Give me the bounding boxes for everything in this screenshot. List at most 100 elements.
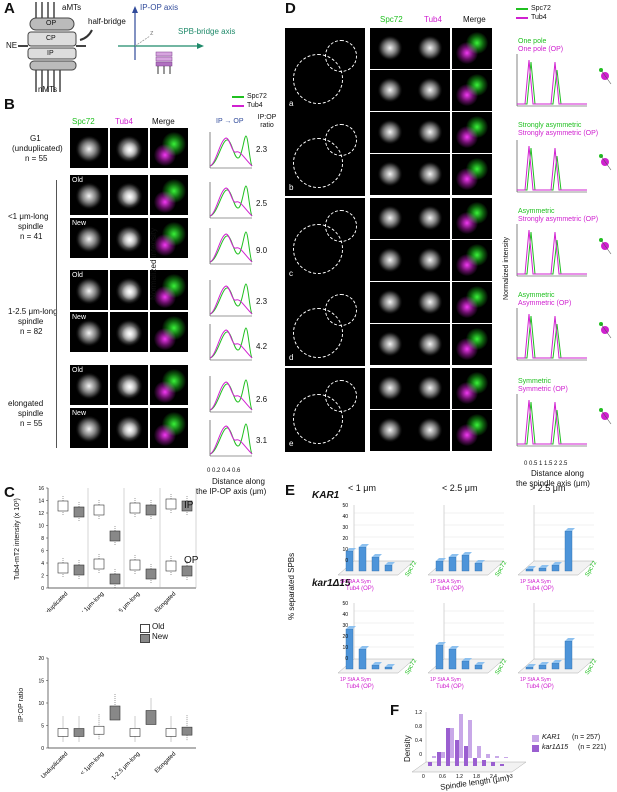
e-bar [564,640,573,670]
d-micrograph [370,410,410,451]
e-bar [551,564,560,572]
e-bar-top [539,565,549,568]
e-bar [461,554,470,572]
e-bar-top [475,560,485,563]
e-ytick: 20 [342,536,348,542]
b-micrograph [70,175,108,215]
e-xcats: 1P StA A Sym [340,579,371,585]
d-micrograph [410,112,450,153]
d-cell-image: b [285,112,365,196]
c-box [93,558,105,570]
f-bar-kar1d15 [491,762,495,766]
d-tub-class: Strongly asymmetric (OP) [518,130,599,137]
d-spc-class: Strongly asymmetric [518,122,582,129]
e-col2: < 2.5 μm [442,483,478,493]
b-tile-tag: Old [72,177,83,184]
c-xcat: Elongated [154,591,177,612]
e-xcats: 1P StA A Sym [340,677,371,683]
f-bar-kar1d15 [455,740,459,766]
a-amts-label: aMTs [62,3,82,12]
a-op-label: OP [46,20,57,27]
e-bar-top [565,638,575,641]
e-ytick: 10 [342,547,348,553]
e-ylabel: % separated SPBs [287,552,296,620]
e-bar-top [449,554,459,557]
f-bar-kar1d15 [482,760,486,766]
e-bar-top [385,664,395,667]
b-tub4-trace [209,285,253,315]
c-legend-old: Old [152,622,165,631]
b-ratio-5: 4.2 [256,342,268,351]
b-micrograph [70,312,108,352]
b-col-tub4: Tub4 [115,117,133,126]
c-box [145,504,157,516]
b-row1-l3: n = 55 [25,154,48,163]
b-tub4-trace [209,187,253,217]
f-bar-kar1 [441,752,445,758]
c-box [181,500,193,512]
e-bar-top [359,544,369,547]
c-box [57,562,69,574]
b-row3-l2: spindle [18,317,44,326]
d-micrograph [370,28,410,69]
c-op-label: OP [184,555,199,566]
b-micrograph [150,365,188,405]
c-ytick: 10 [38,524,44,530]
f-legend-kar1: KAR1 [542,734,561,741]
b-spc72-trace [209,135,253,167]
c-box [109,530,121,542]
d-tub4-trace [517,229,587,275]
c-xcat2: < 1μm-long [80,751,106,777]
a-ne-label: NE [6,41,18,50]
e-bar-top [526,664,536,667]
c-xcat: < 1μm-long [80,591,106,612]
e-bar-top [385,562,395,565]
e-ytick: 0 [345,558,348,564]
e-xcats: 1P StA A Sym [430,677,461,683]
d-tub-class: One pole (OP) [518,46,564,53]
e-xcats: 1P StA A Sym [520,677,551,683]
c-box [129,559,141,571]
b-spc72-trace [209,379,253,411]
b-spc72-trace [209,327,253,359]
e-bar [384,666,393,670]
f-bar-kar1d15 [464,746,468,766]
d-micrograph [452,154,492,195]
a-z-label: z [150,30,154,37]
e-bar [474,562,483,572]
e-bar [371,556,380,572]
b-micrograph [70,365,108,405]
b-ratio-7: 3.1 [256,436,268,445]
c-box2 [57,728,69,737]
d-micrograph [410,70,450,111]
d-tub-class: Symmetric (OP) [518,386,568,393]
c-ytick2: 10 [38,701,44,707]
f-bar-kar1d15 [500,764,504,766]
b-ratio-1: 2.3 [256,145,268,154]
e-bar [435,644,444,670]
f-ytick: 0 [419,752,422,758]
c-ytick2: 15 [38,679,44,685]
e-ytick: 50 [342,503,348,509]
d-micrograph [452,28,492,69]
d-xlabel1: Distance along [531,469,584,478]
d-row-id: c [289,269,293,278]
f-xtick: 0 [422,774,425,780]
e-col3: > 2.5 μm [530,483,566,493]
c-box2 [145,710,157,725]
e-ytick: 10 [342,645,348,651]
f-3d-histogram: 1.2 0.8 0.4 0 0 0.6 1.2 1.8 2.4 >3 [411,710,527,780]
e-ytick: 0 [345,656,348,662]
c-box [181,565,193,577]
d-cell-image: a [285,28,365,112]
c-ytick: 4 [41,561,44,567]
d-micrograph [452,112,492,153]
d-micrograph [370,240,410,281]
e-bar-top [539,662,549,665]
f-xtick: 1.8 [473,774,480,780]
b-row4-l3: n = 55 [20,419,43,428]
e-xlab: Tub4 (OP) [346,684,374,690]
f-ytick: 1.2 [415,710,422,716]
e-ytick: 40 [342,514,348,520]
